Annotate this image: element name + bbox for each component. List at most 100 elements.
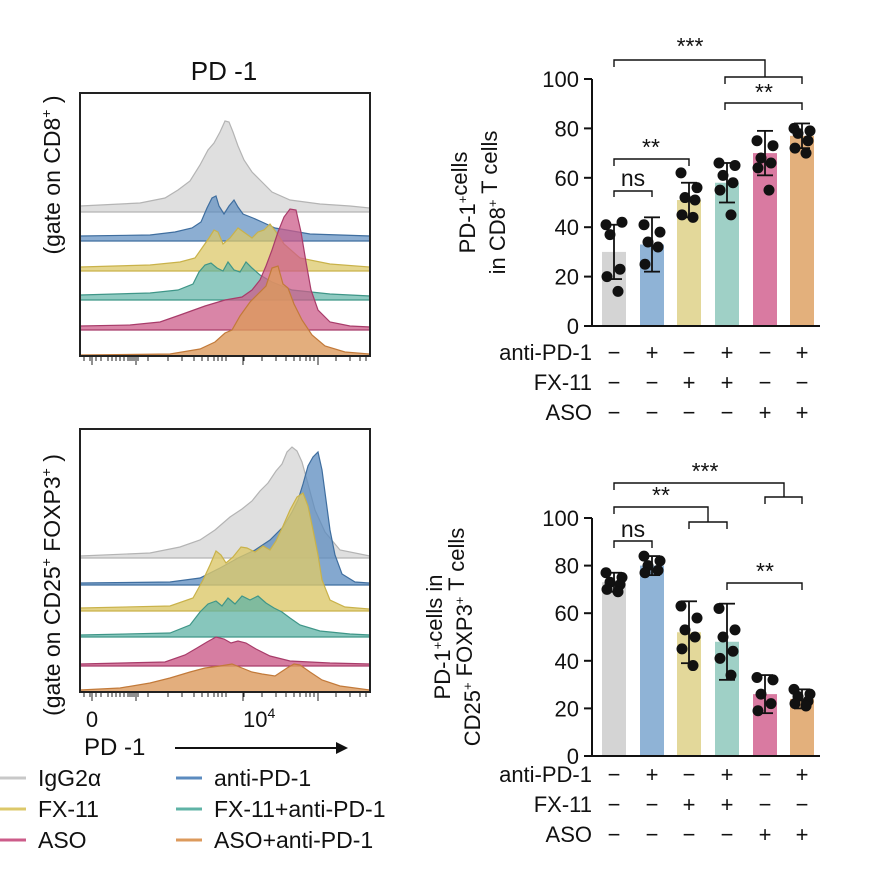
significance-bracket bbox=[613, 158, 690, 166]
data-point bbox=[802, 135, 814, 147]
hist-top-igg2a bbox=[79, 120, 371, 213]
hist-bot-fx11 bbox=[79, 492, 371, 612]
flow-bottom-ylabel: (gate on CD25+ FOXP3+ ) bbox=[38, 454, 65, 716]
treatment-sign: − bbox=[608, 792, 621, 817]
data-point bbox=[714, 184, 726, 196]
data-point bbox=[687, 660, 699, 672]
treatment-sign: − bbox=[683, 340, 696, 365]
legend-label: ASO bbox=[38, 827, 87, 853]
treatment-sign: − bbox=[608, 400, 621, 425]
treatment-sign: + bbox=[721, 370, 734, 395]
bar bbox=[715, 182, 739, 326]
bar bbox=[753, 153, 777, 326]
data-point bbox=[800, 147, 812, 159]
data-point bbox=[789, 142, 801, 154]
data-point bbox=[654, 555, 666, 567]
data-point bbox=[714, 652, 726, 664]
y-tick-label: 0 bbox=[567, 744, 579, 769]
data-point bbox=[729, 159, 741, 171]
treatment-sign: − bbox=[721, 400, 734, 425]
flow-top-axis-ticks bbox=[83, 356, 367, 365]
data-point bbox=[676, 643, 688, 655]
y-tick-label: 40 bbox=[555, 215, 579, 240]
data-point bbox=[767, 140, 779, 152]
data-point bbox=[642, 236, 654, 248]
data-point bbox=[604, 229, 616, 241]
data-point bbox=[752, 705, 764, 717]
flow-title: PD -1 bbox=[191, 56, 257, 86]
data-point bbox=[755, 152, 767, 164]
data-point bbox=[727, 177, 739, 189]
treatment-sign: − bbox=[646, 792, 659, 817]
data-point bbox=[789, 698, 801, 710]
treatment-row-label: ASO bbox=[546, 400, 592, 425]
data-point bbox=[763, 184, 775, 196]
significance-label: ns bbox=[621, 165, 645, 191]
data-point bbox=[800, 700, 812, 712]
treatment-sign: + bbox=[683, 370, 696, 395]
data-point bbox=[765, 698, 777, 710]
flow-bottom-frame bbox=[79, 428, 371, 693]
data-point bbox=[689, 194, 701, 206]
y-tick-label: 20 bbox=[555, 265, 579, 290]
significance-bracket bbox=[613, 506, 728, 529]
treatment-sign: + bbox=[759, 400, 772, 425]
y-tick-label: 60 bbox=[555, 166, 579, 191]
treatment-sign: − bbox=[646, 400, 659, 425]
significance-bracket bbox=[613, 482, 803, 504]
y-tick-label: 40 bbox=[555, 649, 579, 674]
significance-bracket bbox=[613, 59, 803, 84]
data-point bbox=[652, 564, 664, 576]
flow-top-frame bbox=[79, 92, 371, 357]
significance-label: ** bbox=[652, 482, 670, 508]
y-tick-label: 100 bbox=[542, 67, 579, 92]
y-tick-label: 60 bbox=[555, 601, 579, 626]
bar bbox=[790, 135, 814, 326]
legend: IgG2α anti-PD-1 FX-11 FX-11+anti-PD-1 ASO ASO… bbox=[0, 765, 386, 853]
data-point bbox=[654, 226, 666, 238]
data-point bbox=[614, 263, 626, 275]
flow-top-histograms bbox=[79, 92, 371, 365]
data-point bbox=[600, 567, 612, 579]
significance-label: ** bbox=[642, 134, 660, 160]
data-point bbox=[601, 583, 613, 595]
data-point bbox=[638, 219, 650, 231]
significance-bracket bbox=[613, 190, 653, 197]
data-point bbox=[601, 271, 613, 283]
data-point bbox=[752, 162, 764, 174]
treatment-sign: − bbox=[646, 822, 659, 847]
data-point bbox=[612, 285, 624, 297]
flow-top-ylabel: (gate on CD8+ ) bbox=[38, 95, 65, 254]
treatment-sign: − bbox=[796, 792, 809, 817]
treatment-sign: − bbox=[608, 762, 621, 787]
data-point bbox=[767, 674, 779, 686]
treatment-sign: + bbox=[796, 822, 809, 847]
hist-bot-fx11-antipd1 bbox=[79, 595, 371, 638]
y-tick-label: 0 bbox=[567, 314, 579, 339]
treatment-sign: − bbox=[608, 370, 621, 395]
y-tick-label: 80 bbox=[555, 554, 579, 579]
flow-tick-1e4: 104 bbox=[243, 705, 275, 732]
treatment-sign: − bbox=[683, 400, 696, 425]
legend-label: ASO+anti-PD-1 bbox=[214, 827, 373, 853]
legend-label: IgG2α bbox=[38, 765, 101, 791]
legend-label: FX-11+anti-PD-1 bbox=[214, 796, 386, 822]
treatment-row-label: FX-11 bbox=[534, 370, 592, 395]
bar bbox=[602, 582, 626, 756]
data-point bbox=[616, 216, 628, 228]
treatment-sign: − bbox=[608, 340, 621, 365]
y-tick-label: 80 bbox=[555, 116, 579, 141]
legend-label: anti-PD-1 bbox=[214, 765, 311, 791]
y-tick-label: 100 bbox=[542, 506, 579, 531]
hist-bot-aso bbox=[79, 636, 371, 667]
data-point bbox=[638, 550, 650, 562]
data-point bbox=[676, 209, 688, 221]
hist-bot-aso-antipd1 bbox=[79, 663, 371, 693]
y-axis-label: CD25+ FOXP3+ T cells bbox=[444, 528, 485, 747]
data-point bbox=[679, 624, 691, 636]
y-axis-label: PD-1+cells in bbox=[422, 575, 455, 700]
data-point bbox=[691, 182, 703, 194]
treatment-sign: − bbox=[608, 822, 621, 847]
